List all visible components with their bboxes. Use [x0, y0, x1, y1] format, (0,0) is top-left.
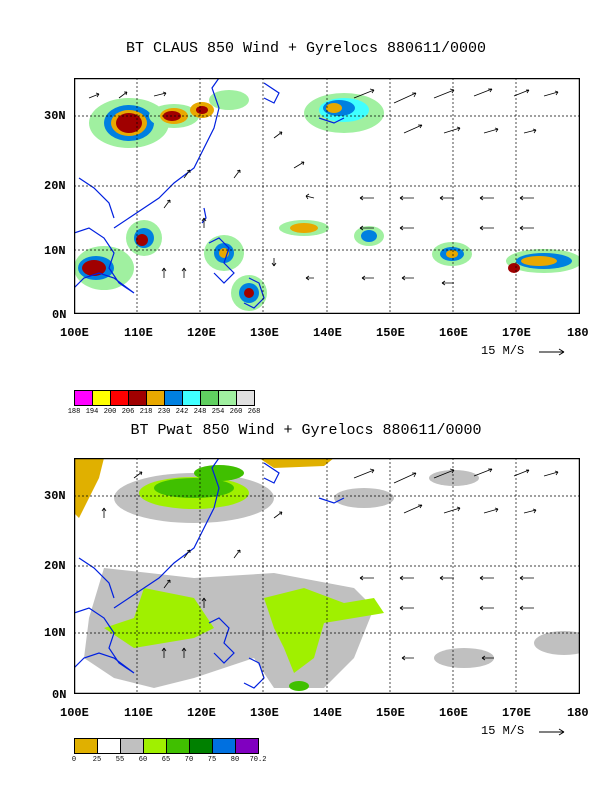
colorbar-label: 200 [103, 408, 117, 416]
panel1-wind-vectors [88, 88, 559, 286]
colorbar-swatch [212, 738, 236, 754]
colorbar-label: 80 [230, 756, 240, 764]
colorbar-label: 230 [157, 408, 171, 416]
panel1-xtick-150e: 150E [376, 326, 405, 340]
colorbar-label: 242 [175, 408, 189, 416]
colorbar-swatch [92, 390, 111, 406]
panel2-colorbar [74, 738, 259, 754]
panel2-coastlines [74, 458, 345, 689]
panel1-xtick-180: 180 [567, 326, 589, 340]
colorbar-swatch [189, 738, 213, 754]
panel2-map [74, 458, 580, 694]
colorbar-label: 188 [67, 408, 81, 416]
panel2-xtick-180: 180 [567, 706, 589, 720]
colorbar-label: 260 [229, 408, 243, 416]
colorbar-swatch [143, 738, 167, 754]
colorbar-label: 0 [71, 756, 77, 764]
panel1-ytick-0n: 0N [52, 308, 67, 322]
panel2-vector-scale-label: 15 M/S [481, 724, 525, 738]
colorbar-label: 218 [139, 408, 153, 416]
panel1-xtick-120e: 120E [187, 326, 216, 340]
panel1-vector-scale-label: 15 M/S [481, 344, 525, 358]
panel1-coastlines [74, 78, 345, 309]
colorbar-label: 254 [211, 408, 225, 416]
colorbar-swatch [218, 390, 237, 406]
colorbar-label: 60 [138, 756, 148, 764]
panel1-xtick-130e: 130E [250, 326, 279, 340]
panel2-ytick-10n: 10N [44, 626, 66, 640]
panel1-gridlines [74, 78, 580, 314]
colorbar-label: 70.2 [249, 756, 267, 764]
panel2-xtick-170e: 170E [502, 706, 531, 720]
colorbar-label: 70 [184, 756, 194, 764]
colorbar-swatch [110, 390, 129, 406]
colorbar-swatch [74, 738, 98, 754]
colorbar-swatch [200, 390, 219, 406]
panel2-xtick-120e: 120E [187, 706, 216, 720]
panel1-xtick-110e: 110E [124, 326, 153, 340]
panel2-vector-scale-arrow [539, 728, 565, 736]
colorbar-label: 268 [247, 408, 261, 416]
panel1-ytick-30n: 30N [44, 109, 66, 123]
colorbar-swatch [164, 390, 183, 406]
colorbar-swatch [235, 738, 259, 754]
colorbar-label: 194 [85, 408, 99, 416]
colorbar-swatch [128, 390, 147, 406]
panel1-map-svg [74, 78, 580, 314]
colorbar-label: 75 [207, 756, 217, 764]
panel1-vector-scale-arrow [539, 348, 565, 356]
panel2-xtick-140e: 140E [313, 706, 342, 720]
panel1-ytick-20n: 20N [44, 179, 66, 193]
panel1-ytick-10n: 10N [44, 244, 66, 258]
panel2-xtick-110e: 110E [124, 706, 153, 720]
panel1-xtick-160e: 160E [439, 326, 468, 340]
panel1-colorbar [74, 390, 255, 406]
colorbar-swatch [236, 390, 255, 406]
panel2-ytick-0n: 0N [52, 688, 67, 702]
panel1-xtick-140e: 140E [313, 326, 342, 340]
colorbar-label: 248 [193, 408, 207, 416]
panel2-map-svg [74, 458, 580, 694]
panel2-gridlines [74, 458, 580, 694]
colorbar-swatch [166, 738, 190, 754]
colorbar-swatch [182, 390, 201, 406]
panel2-ytick-30n: 30N [44, 489, 66, 503]
colorbar-label: 25 [92, 756, 102, 764]
panel1-xtick-100e: 100E [60, 326, 89, 340]
colorbar-swatch [146, 390, 165, 406]
panel2-xtick-160e: 160E [439, 706, 468, 720]
colorbar-label: 55 [115, 756, 125, 764]
colorbar-swatch [97, 738, 121, 754]
panel2-xtick-130e: 130E [250, 706, 279, 720]
panel2-xtick-150e: 150E [376, 706, 405, 720]
panel1-title: BT CLAUS 850 Wind + Gyrelocs 880611/0000 [125, 40, 487, 57]
colorbar-label: 206 [121, 408, 135, 416]
panel2-wind-vectors [101, 468, 559, 661]
colorbar-swatch [74, 390, 93, 406]
panel1-map [74, 78, 580, 314]
panel1-xtick-170e: 170E [502, 326, 531, 340]
panel2-xtick-100e: 100E [60, 706, 89, 720]
colorbar-label: 65 [161, 756, 171, 764]
colorbar-swatch [120, 738, 144, 754]
panel2-ytick-20n: 20N [44, 559, 66, 573]
panel2-title: BT Pwat 850 Wind + Gyrelocs 880611/0000 [130, 422, 482, 439]
